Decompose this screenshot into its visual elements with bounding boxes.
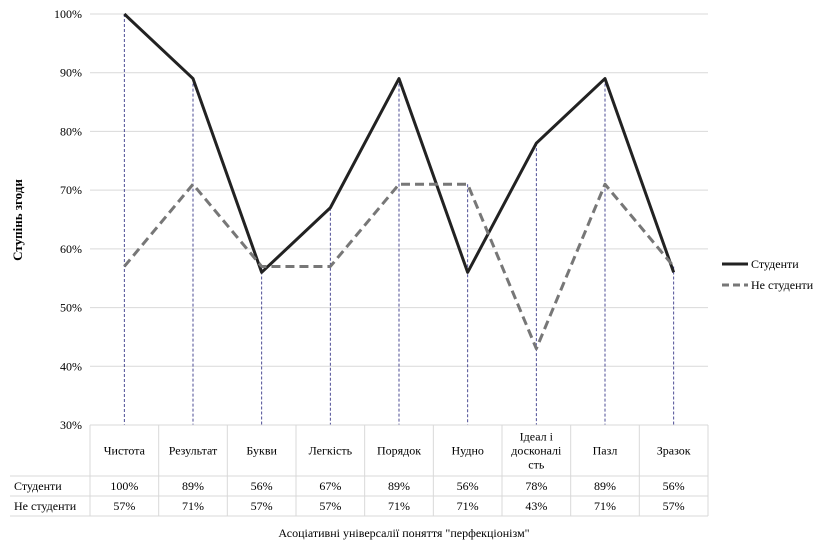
category-label: Легкість (309, 444, 353, 458)
category-label: Пазл (593, 444, 618, 458)
y-tick-labels: 30% 40% 50% 60% 70% 80% 90% 100% (54, 7, 82, 432)
data-label: 89% (594, 479, 616, 493)
drop-lines (123, 14, 675, 425)
y-tick-label: 50% (60, 301, 82, 315)
table-series-name: Не студенти (14, 499, 77, 513)
table-series-name: Студенти (14, 479, 62, 493)
y-tick-label: 40% (60, 359, 82, 373)
data-label: 43% (525, 499, 547, 513)
category-label: Нудно (451, 444, 483, 458)
y-tick-label: 30% (60, 418, 82, 432)
data-label: 89% (182, 479, 204, 493)
data-label: 89% (388, 479, 410, 493)
y-tick-label: 70% (60, 183, 82, 197)
data-table: Чистота Результат Букви Легкість Порядок Нудн… (10, 424, 709, 517)
data-label: 56% (457, 479, 479, 493)
series-line-1 (123, 182, 675, 351)
data-label: 57% (251, 499, 273, 513)
data-label: 57% (319, 499, 341, 513)
x-axis-label: Асоціативні універсалії поняття "перфекц… (278, 526, 529, 540)
category-label: Чистота (104, 444, 146, 458)
y-tick-label: 80% (60, 124, 82, 138)
data-label: 67% (319, 479, 341, 493)
legend-label-0: Студенти (751, 257, 799, 271)
data-label: 71% (594, 499, 616, 513)
data-label: 57% (663, 499, 685, 513)
data-label: 56% (251, 479, 273, 493)
data-label: 100% (110, 479, 138, 493)
data-label: 57% (113, 499, 135, 513)
y-tick-label: 90% (60, 66, 82, 80)
legend: Студенти Не студенти (722, 257, 814, 292)
y-tick-label: 60% (60, 242, 82, 256)
category-label: Порядок (377, 444, 421, 458)
category-label: Букви (246, 444, 277, 458)
y-tick-label: 100% (54, 7, 82, 21)
data-label: 56% (663, 479, 685, 493)
data-label: 71% (182, 499, 204, 513)
legend-label-1: Не студенти (751, 278, 814, 292)
category-label: досконалі (511, 444, 562, 458)
category-label: Зразок (657, 444, 691, 458)
category-label: Ідеал і (520, 430, 554, 444)
data-label: 71% (388, 499, 410, 513)
data-label: 78% (525, 479, 547, 493)
series-line-0 (123, 12, 676, 274)
category-label: Результат (169, 444, 218, 458)
y-axis-label: Ступінь згоди (10, 179, 25, 261)
data-label: 71% (457, 499, 479, 513)
category-label: сть (528, 458, 545, 472)
series-lines (123, 12, 676, 351)
